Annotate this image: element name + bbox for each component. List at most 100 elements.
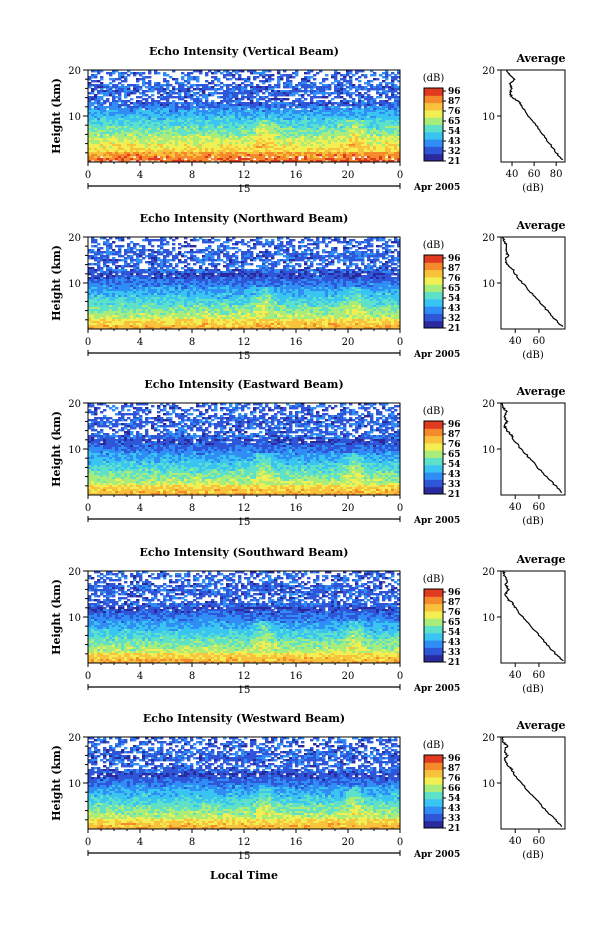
heatmap-cell bbox=[364, 122, 368, 125]
heatmap-cell bbox=[205, 148, 209, 151]
heatmap-cell bbox=[373, 138, 377, 141]
heatmap-cell bbox=[352, 152, 356, 155]
heatmap-cell bbox=[148, 158, 152, 161]
heatmap-cell bbox=[199, 126, 203, 129]
heatmap-cell bbox=[322, 158, 326, 161]
heatmap-cell bbox=[235, 132, 239, 135]
heatmap-cell bbox=[250, 90, 254, 93]
heatmap-cell bbox=[106, 156, 110, 159]
profile-y-tick-label: 20 bbox=[482, 66, 495, 77]
heatmap-cell bbox=[337, 114, 341, 117]
heatmap-cell bbox=[370, 96, 374, 99]
heatmap-cell bbox=[340, 96, 344, 99]
heatmap-cell bbox=[349, 136, 353, 139]
heatmap-cell bbox=[163, 120, 167, 123]
heatmap-cell bbox=[292, 255, 296, 258]
heatmap-cell bbox=[118, 154, 122, 157]
heatmap-cell bbox=[394, 94, 398, 97]
heatmap-cell bbox=[124, 102, 128, 105]
heatmap-cell bbox=[115, 156, 119, 159]
heatmap-cell bbox=[304, 110, 308, 113]
heatmap-cell bbox=[343, 158, 347, 161]
panel-1: Echo Intensity (Northward Beam)1020Heigh… bbox=[50, 212, 566, 362]
heatmap-cell bbox=[106, 243, 110, 246]
heatmap-cell bbox=[391, 96, 395, 99]
heatmap-cell bbox=[319, 158, 323, 161]
heatmap-cell bbox=[232, 90, 236, 93]
heatmap-cell bbox=[307, 70, 311, 73]
heatmap-cell bbox=[250, 132, 254, 135]
heatmap-cell bbox=[370, 154, 374, 157]
heatmap-cell bbox=[313, 74, 317, 77]
heatmap-cell bbox=[313, 94, 317, 97]
heatmap-cell bbox=[157, 122, 161, 125]
heatmap-cell bbox=[232, 247, 236, 250]
heatmap-cell bbox=[313, 128, 317, 131]
heatmap-cell bbox=[334, 251, 338, 254]
heatmap-cell bbox=[172, 106, 176, 109]
heatmap-cell bbox=[373, 158, 377, 161]
heatmap-cell bbox=[394, 114, 398, 117]
heatmap-cell bbox=[154, 144, 158, 147]
heatmap-cell bbox=[256, 134, 260, 137]
heatmap-cell bbox=[193, 114, 197, 117]
heatmap-cell bbox=[274, 138, 278, 141]
heatmap-cell bbox=[226, 90, 230, 93]
heatmap-cell bbox=[124, 124, 128, 127]
heatmap-cell bbox=[334, 70, 338, 73]
heatmap-cell bbox=[103, 130, 107, 133]
heatmap-cell bbox=[391, 144, 395, 147]
heatmap-cell bbox=[313, 116, 317, 119]
heatmap-cell bbox=[202, 263, 206, 266]
heatmap-cell bbox=[295, 90, 299, 93]
heatmap-cell bbox=[184, 140, 188, 143]
heatmap-cell bbox=[265, 122, 269, 125]
heatmap-cell bbox=[307, 259, 311, 262]
heatmap-cell bbox=[157, 154, 161, 157]
heatmap-cell bbox=[199, 158, 203, 161]
heatmap-cell bbox=[142, 106, 146, 109]
heatmap-cell bbox=[181, 126, 185, 129]
heatmap-cell bbox=[373, 136, 377, 139]
heatmap-cell bbox=[253, 150, 257, 153]
heatmap-cell bbox=[283, 152, 287, 155]
heatmap-cell bbox=[169, 130, 173, 133]
heatmap-cell bbox=[160, 136, 164, 139]
heatmap-cell bbox=[223, 249, 227, 252]
heatmap-cell bbox=[310, 243, 314, 246]
heatmap-cell bbox=[226, 140, 230, 143]
heatmap-cell bbox=[244, 102, 248, 105]
heatmap-cell bbox=[316, 243, 320, 246]
heatmap-cell bbox=[280, 100, 284, 103]
heatmap-cell bbox=[259, 140, 263, 143]
heatmap-cell bbox=[91, 120, 95, 123]
heatmap-cell bbox=[277, 150, 281, 153]
heatmap-cell bbox=[199, 156, 203, 159]
heatmap-cell bbox=[112, 80, 116, 83]
heatmap-cell bbox=[355, 160, 359, 163]
heatmap-cell bbox=[91, 257, 95, 260]
heatmap-cell bbox=[205, 122, 209, 125]
heatmap-cell bbox=[226, 120, 230, 123]
heatmap-cell bbox=[118, 142, 122, 145]
heatmap-cell bbox=[376, 114, 380, 117]
heatmap-cell bbox=[316, 106, 320, 109]
heatmap-cell bbox=[139, 74, 143, 77]
heatmap-cell bbox=[193, 124, 197, 127]
heatmap-cell bbox=[184, 108, 188, 111]
heatmap-cell bbox=[154, 150, 158, 153]
heatmap-cell bbox=[361, 263, 365, 266]
heatmap-cell bbox=[217, 251, 221, 254]
heatmap-cell bbox=[241, 114, 245, 117]
heatmap-cell bbox=[313, 126, 317, 129]
heatmap-cell bbox=[127, 144, 131, 147]
heatmap-cell bbox=[253, 76, 257, 79]
heatmap-cell bbox=[316, 257, 320, 260]
heatmap-cell bbox=[328, 126, 332, 129]
heatmap-cell bbox=[94, 253, 98, 256]
heatmap-cell bbox=[280, 102, 284, 105]
heatmap-cell bbox=[280, 136, 284, 139]
heatmap-cell bbox=[274, 156, 278, 159]
heatmap-cell bbox=[343, 150, 347, 153]
heatmap-cell bbox=[196, 251, 200, 254]
